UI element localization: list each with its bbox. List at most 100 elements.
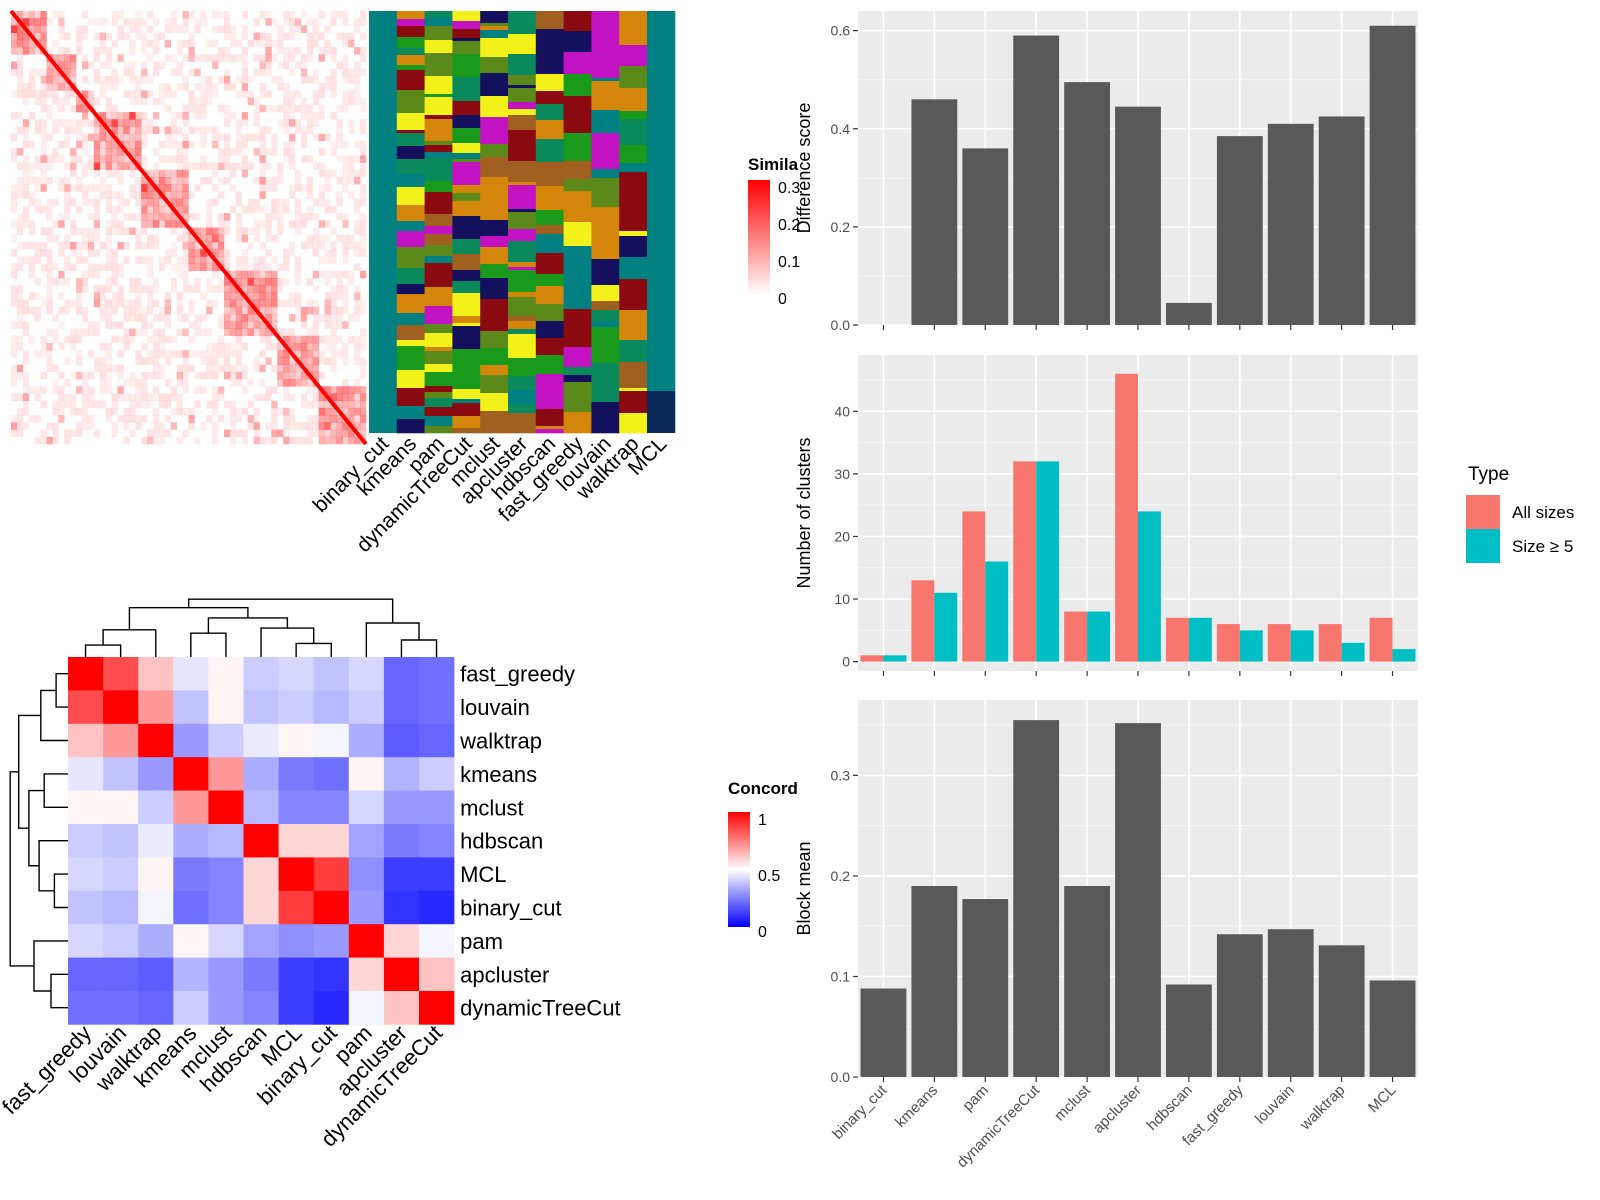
assignment-cell — [535, 132, 565, 136]
similarity-cell — [194, 314, 201, 322]
assignment-cell — [619, 82, 648, 89]
similarity-cell — [306, 278, 314, 286]
similarity-cell — [218, 342, 225, 351]
similarity-cell — [330, 90, 337, 98]
assignment-cell — [480, 299, 509, 323]
assignment-cell — [563, 412, 592, 434]
assignment-cell — [452, 375, 481, 390]
concordance-cell — [383, 790, 420, 825]
similarity-cell — [342, 220, 349, 228]
assignment-cell — [424, 416, 453, 427]
similarity-cell — [289, 220, 296, 228]
assignment-cell — [480, 177, 509, 182]
similarity-cell — [295, 227, 302, 236]
similarity-cell — [324, 357, 331, 365]
similarity-cell — [58, 213, 65, 221]
similarity-cell — [324, 256, 331, 264]
similarity-cell — [218, 415, 225, 423]
similarity-cell — [82, 11, 89, 19]
similarity-cell — [336, 61, 343, 70]
similarity-cell — [129, 61, 136, 70]
similarity-cell — [247, 241, 254, 250]
similarity-cell — [158, 393, 166, 401]
similarity-cell — [141, 184, 148, 192]
concordance-cell — [173, 957, 209, 992]
similarity-cell — [277, 328, 284, 337]
similarity-cell — [295, 61, 302, 70]
assignment-cell — [591, 301, 620, 311]
similarity-cell — [271, 407, 278, 416]
x-tick-label: apcluster — [1090, 1082, 1145, 1137]
similarity-cell — [330, 270, 337, 279]
concordance-cell — [348, 723, 385, 758]
assignment-cell — [535, 338, 565, 356]
similarity-cell — [164, 18, 172, 26]
assignment-cell — [452, 389, 481, 400]
similarity-cell — [22, 306, 30, 315]
x-tick-label: pam — [959, 1082, 992, 1115]
similarity-cell — [324, 306, 331, 315]
similarity-cell — [241, 133, 248, 142]
similarity-cell — [241, 314, 248, 322]
similarity-cell — [82, 379, 89, 387]
similarity-cell — [295, 379, 302, 387]
similarity-cell — [300, 422, 308, 430]
similarity-cell — [218, 285, 225, 293]
similarity-cell — [111, 292, 118, 300]
concordance-cell — [208, 824, 244, 858]
similarity-cell — [306, 379, 314, 387]
similarity-cell — [241, 32, 248, 41]
similarity-cell — [271, 364, 278, 373]
similarity-cell — [336, 198, 343, 207]
concordance-cell — [173, 991, 209, 1025]
similarity-cell — [76, 126, 83, 134]
similarity-cell — [212, 350, 219, 358]
similarity-cell — [135, 415, 142, 423]
similarity-cell — [135, 241, 142, 250]
similarity-cell — [342, 393, 349, 401]
similarity-cell — [11, 198, 18, 207]
similarity-cell — [354, 263, 361, 272]
similarity-cell — [99, 32, 106, 41]
concordance-cell — [313, 957, 350, 992]
bar — [1267, 123, 1314, 325]
similarity-cell — [354, 220, 361, 228]
similarity-cell — [360, 415, 367, 423]
similarity-cell — [117, 364, 124, 373]
similarity-cell — [176, 68, 183, 77]
similarity-cell — [111, 321, 118, 329]
similarity-cell — [271, 104, 278, 113]
similarity-cell — [111, 220, 118, 228]
similarity-cell — [129, 25, 136, 33]
similarity-cell — [318, 54, 325, 62]
similarity-cell — [64, 241, 71, 250]
similarity-cell — [306, 342, 314, 351]
similarity-cell — [164, 191, 172, 199]
similarity-cell — [117, 393, 124, 401]
similarity-cell — [342, 140, 349, 149]
similarity-cell — [76, 429, 83, 438]
similarity-cell — [111, 112, 118, 120]
similarity-cell — [235, 299, 243, 308]
similarity-cell — [188, 140, 195, 149]
similarity-cell — [117, 205, 124, 214]
similarity-cell — [212, 299, 219, 308]
similarity-cell — [153, 278, 160, 286]
similarity-cell — [52, 429, 59, 438]
similarity-cell — [153, 176, 160, 185]
similarity-cell — [235, 270, 243, 279]
similarity-cell — [70, 90, 77, 98]
assignment-cell — [424, 97, 453, 116]
similarity-cell — [164, 306, 172, 315]
similarity-cell — [182, 184, 189, 192]
similarity-cell — [141, 371, 148, 380]
similarity-cell — [354, 314, 361, 322]
assignment-cell — [452, 115, 481, 129]
similarity-cell — [330, 299, 337, 308]
similarity-cell — [354, 18, 361, 26]
similarity-cell — [342, 61, 349, 70]
similarity-cell — [295, 314, 302, 322]
similarity-cell — [135, 350, 142, 358]
similarity-cell — [176, 148, 183, 156]
